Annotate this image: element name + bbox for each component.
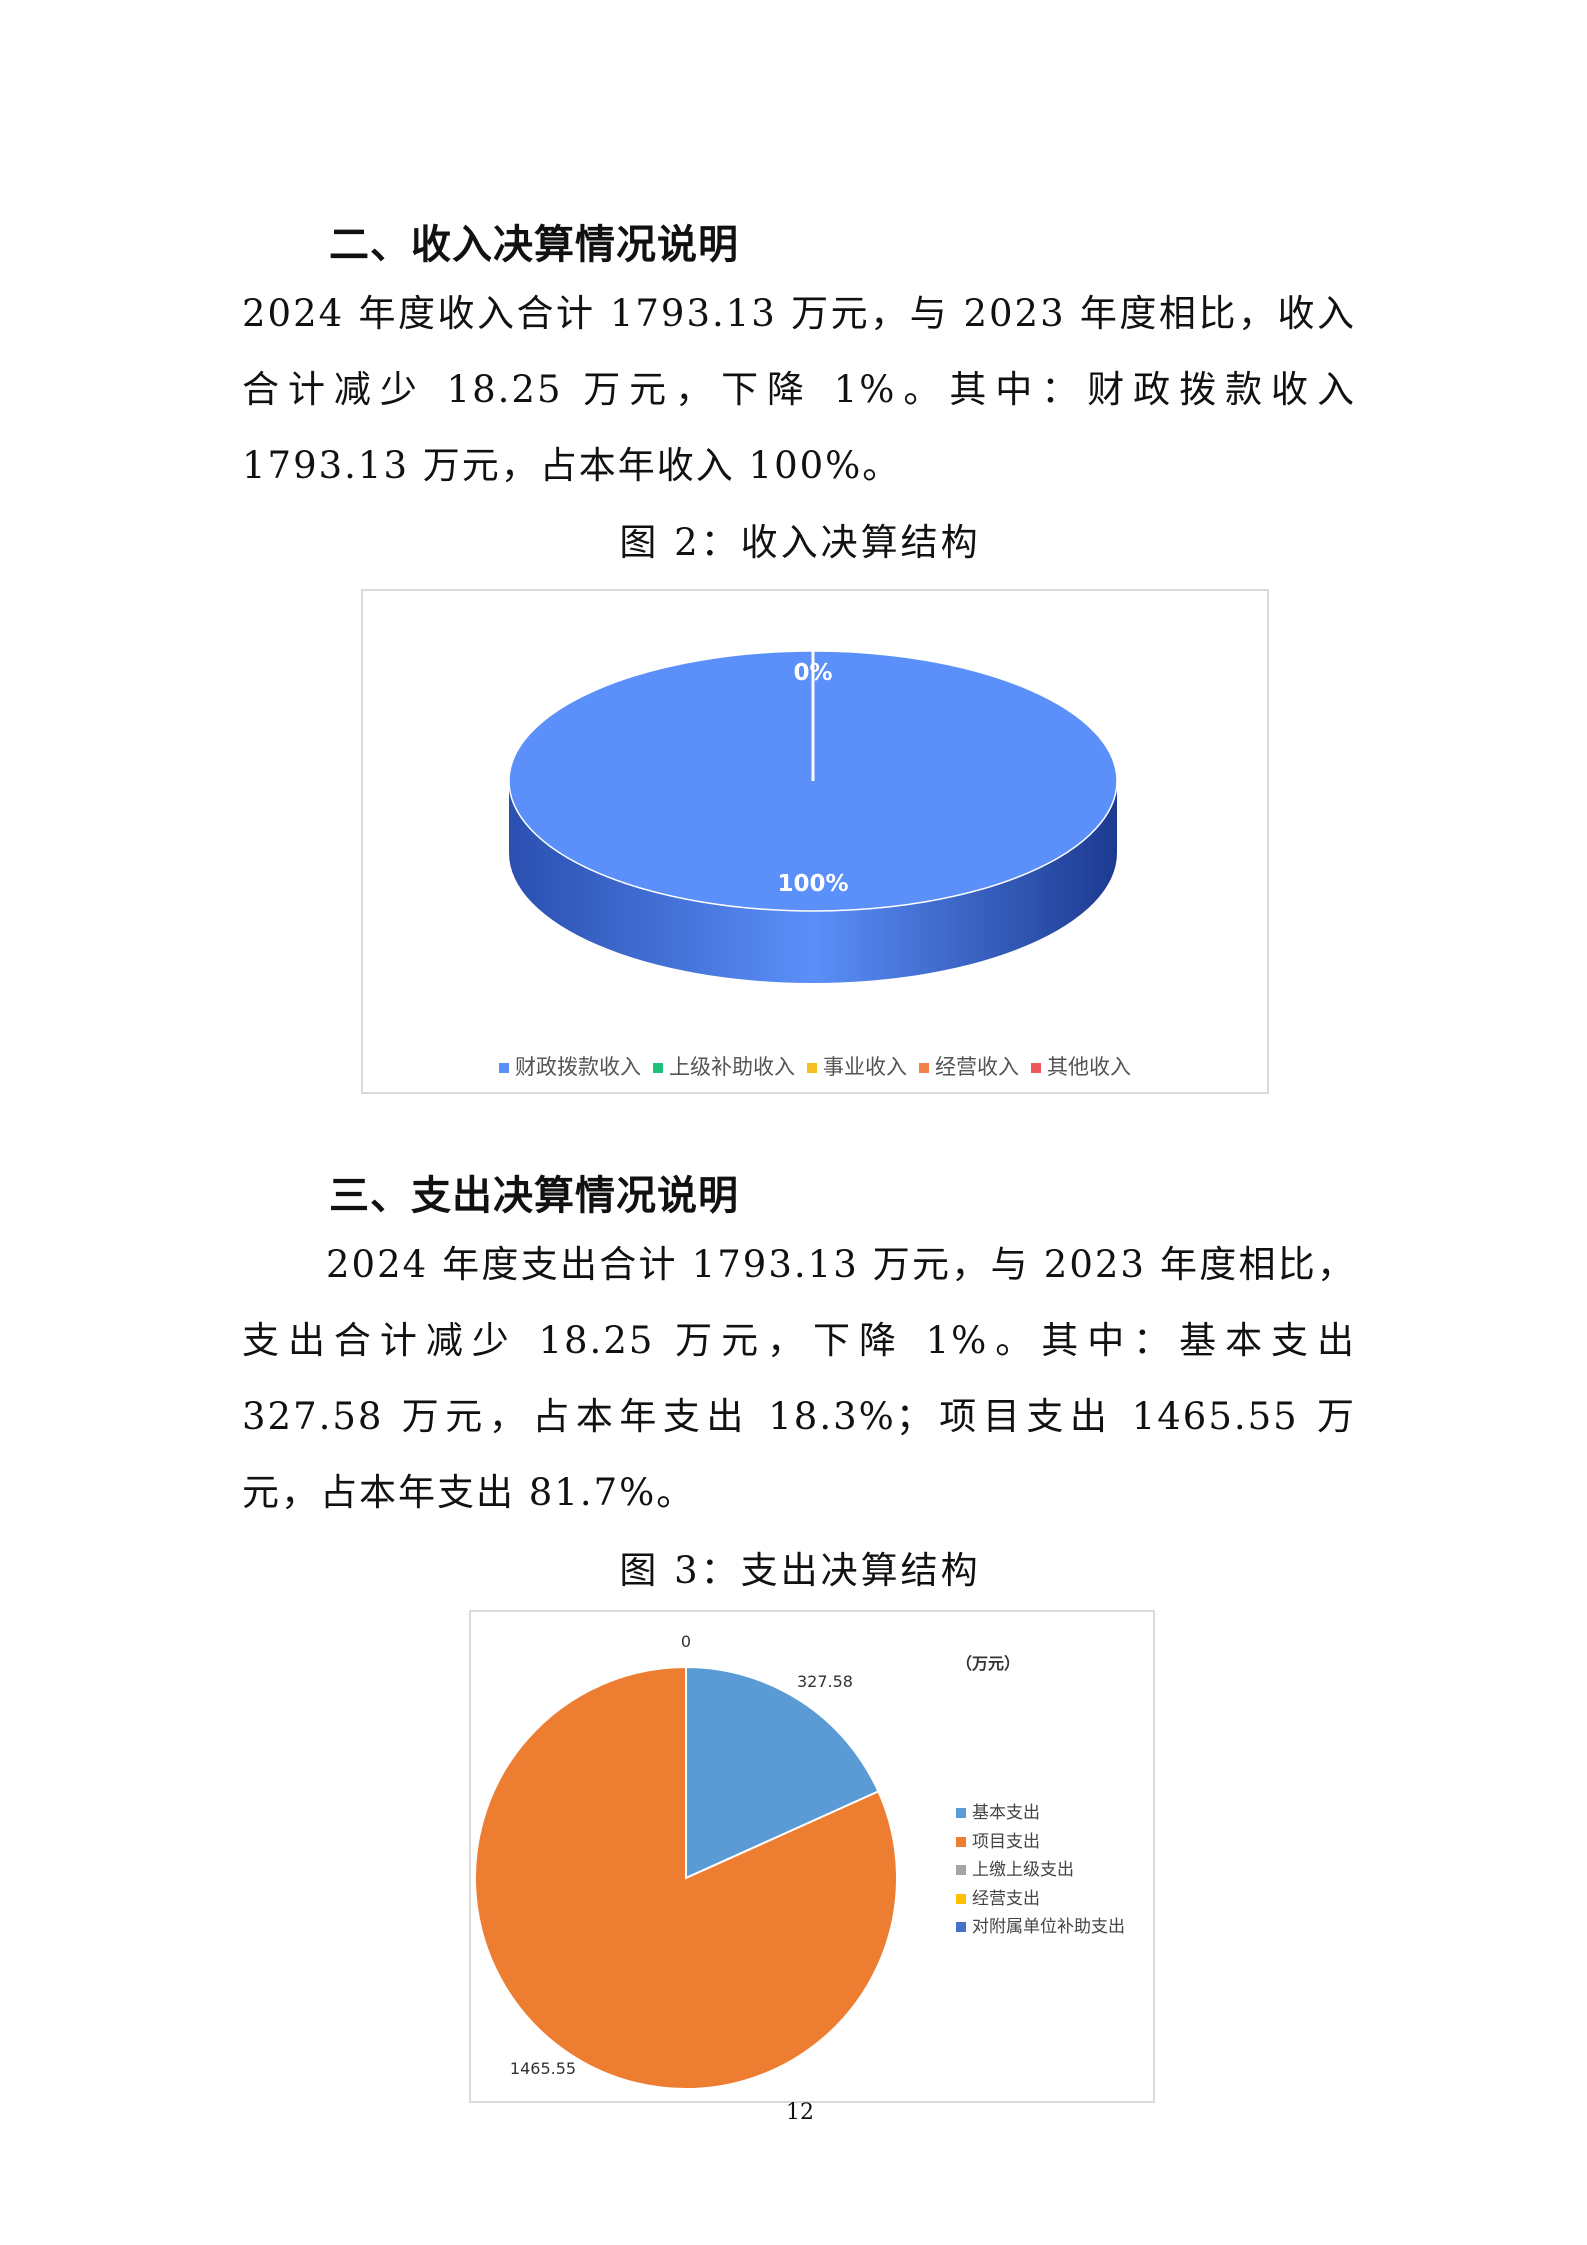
legend-label: 上级补助收入	[669, 1055, 795, 1079]
income-pie-3d: 100% 0%	[508, 650, 1118, 983]
legend-swatch	[956, 1865, 966, 1875]
legend-item: 对附属单位补助支出	[956, 1912, 1125, 1941]
income-legend: 财政拨款收入 上级补助收入 事业收入 经营收入 其他收入	[363, 1051, 1267, 1081]
expense-chart: 327.58 1465.55 0 （万元） 基本支出项目支出上缴上级支出 经营支出对附…	[469, 1610, 1155, 2103]
legend-item: 项目支出	[956, 1827, 1125, 1856]
legend-label: 经营收入	[935, 1055, 1019, 1079]
pie-slice-1	[474, 1665, 898, 2090]
legend-label: 财政拨款收入	[515, 1055, 641, 1079]
legend-label: 项目支出	[972, 1831, 1040, 1852]
legend-item: 经营支出	[956, 1884, 1125, 1913]
legend-item: 其他收入	[1031, 1055, 1131, 1079]
income-paragraph: 2024 年度收入合计 1793.13 万元，与 2023 年度相比，收入合计减…	[242, 292, 1356, 487]
legend-swatch	[653, 1063, 663, 1073]
legend-swatch	[1031, 1063, 1041, 1073]
expense-pie: 327.58 1465.55 0	[474, 1632, 898, 2090]
legend-swatch	[956, 1808, 966, 1818]
expense-paragraph: 2024 年度支出合计 1793.13 万元，与 2023 年度相比，支出合计减…	[242, 1243, 1356, 1514]
legend-item: 事业收入	[807, 1055, 907, 1079]
legend-item: 上缴上级支出	[956, 1855, 1125, 1884]
expense-legend: 基本支出项目支出上缴上级支出 经营支出对附属单位补助支出	[956, 1798, 1125, 1941]
legend-swatch	[919, 1063, 929, 1073]
section-heading-expense: 三、支出决算情况说明	[329, 1173, 739, 1219]
legend-swatch	[499, 1063, 509, 1073]
legend-label: 事业收入	[823, 1055, 907, 1079]
unit-label: （万元）	[956, 1654, 1021, 1673]
legend-item: 上级补助收入	[653, 1055, 795, 1079]
legend-swatch	[956, 1836, 966, 1847]
legend-item: 经营收入	[919, 1055, 1019, 1079]
figure2-caption: 图 2：收入决算结构	[619, 521, 981, 564]
data-label-1: 1465.55	[510, 2059, 576, 2078]
data-label-0: 100%	[777, 871, 848, 897]
legend-label: 对附属单位补助支出	[972, 1917, 1125, 1937]
legend-item: 基本支出	[956, 1798, 1125, 1827]
legend-label: 其他收入	[1047, 1055, 1131, 1079]
figure3-caption: 图 3：支出决算结构	[619, 1549, 981, 1592]
page-number: 12	[786, 2100, 814, 2125]
data-label-1: 0%	[793, 660, 832, 686]
legend-label: 经营支出	[972, 1888, 1040, 1909]
legend-item: 财政拨款收入	[499, 1055, 641, 1079]
legend-swatch	[807, 1063, 817, 1073]
legend-label: 上缴上级支出	[972, 1860, 1074, 1880]
section-heading-income: 二、收入决算情况说明	[329, 222, 739, 268]
legend-swatch	[956, 1893, 966, 1904]
income-chart: 100% 0% 财政拨款收入 上级补助收入 事业收入 经营收入 其他收入	[361, 589, 1269, 1094]
data-label-2: 0	[681, 1632, 691, 1651]
data-label-0: 327.58	[797, 1672, 853, 1691]
legend-swatch	[956, 1922, 966, 1932]
legend-label: 基本支出	[972, 1803, 1040, 1823]
pie-slice-0	[685, 1665, 880, 1880]
